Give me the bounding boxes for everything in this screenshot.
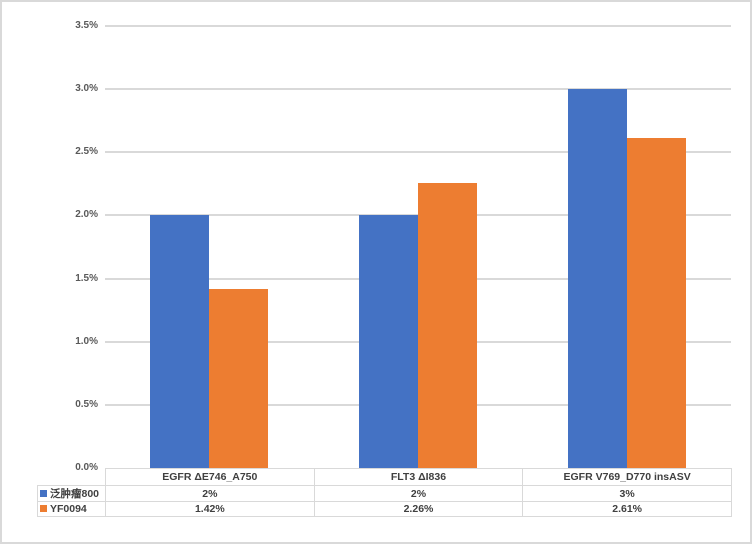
y-axis-tick-label: 1.0% bbox=[75, 335, 98, 347]
bar-series1-cat3 bbox=[567, 89, 627, 468]
series-label-cell: 泛肿瘤800 bbox=[37, 485, 106, 502]
gridline bbox=[105, 151, 731, 154]
series-row: YF0094 1.42% 2.26% 2.61% bbox=[37, 501, 732, 517]
value-cell: 2.26% bbox=[313, 501, 524, 517]
value-cell: 2.61% bbox=[522, 501, 732, 517]
data-table-legend: EGFR ΔE746_A750 FLT3 ΔI836 EGFR V769_D770 … bbox=[37, 468, 732, 517]
bar-series2-cat1 bbox=[209, 288, 269, 468]
value-cell: 1.42% bbox=[105, 501, 315, 517]
value-cell: 2% bbox=[313, 485, 524, 502]
value-cell: 2% bbox=[105, 485, 315, 502]
y-axis-tick-label: 0.5% bbox=[75, 398, 98, 410]
category-header: FLT3 ΔI836 bbox=[313, 468, 524, 486]
y-axis-tick-label: 0.0% bbox=[75, 462, 98, 473]
legend-marker-icon bbox=[40, 489, 47, 497]
series-name: 泛肿瘤800 bbox=[50, 488, 100, 500]
y-axis-tick-label: 3.0% bbox=[75, 83, 98, 95]
gridline bbox=[105, 25, 731, 27]
bar-series1-cat2 bbox=[359, 215, 418, 468]
bar-series2-cat3 bbox=[626, 138, 686, 468]
bar-series1-cat1 bbox=[150, 215, 210, 468]
table-header-row: EGFR ΔE746_A750 FLT3 ΔI836 EGFR V769_D770 … bbox=[38, 468, 732, 486]
bar-series2-cat2 bbox=[418, 182, 477, 468]
y-axis-tick-label: 2.5% bbox=[75, 146, 98, 158]
legend-marker-icon bbox=[40, 504, 47, 512]
series-label-cell: YF0094 bbox=[37, 501, 106, 517]
gridline bbox=[105, 88, 731, 91]
series-row: 泛肿瘤800 2% 2% 3% bbox=[37, 485, 732, 502]
y-axis-tick-label: 1.5% bbox=[75, 272, 98, 284]
category-header: EGFR ΔE746_A750 bbox=[105, 468, 315, 486]
category-header: EGFR V769_D770 insASV bbox=[522, 468, 732, 486]
series-name: YF0094 bbox=[50, 503, 87, 515]
y-axis-tick-label: 3.5% bbox=[75, 20, 98, 31]
y-axis-tick-label: 2.0% bbox=[75, 209, 98, 221]
value-cell: 3% bbox=[522, 485, 732, 502]
